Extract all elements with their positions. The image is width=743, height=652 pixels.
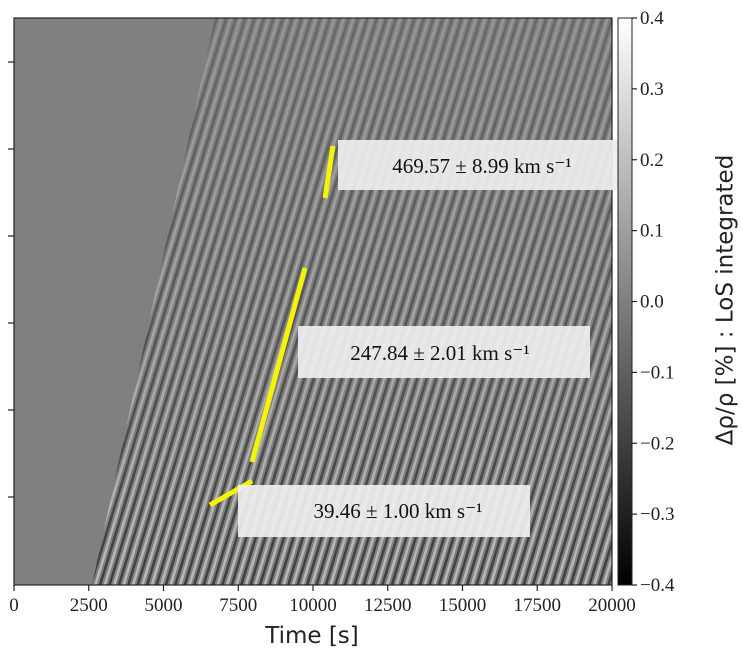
colorbar-tick-label: 0.0 (640, 292, 664, 313)
colorbar-tick-label: −0.3 (640, 504, 674, 525)
annotation-box (298, 326, 590, 378)
x-tick-label: 10000 (289, 595, 337, 616)
colorbar-tick-label: −0.1 (640, 362, 674, 383)
annotation: 39.46 ± 1.00 km s⁻¹ (314, 499, 483, 523)
x-tick-label: 17500 (514, 595, 562, 616)
annotation-box (238, 485, 530, 537)
annotation-box (338, 140, 632, 190)
x-tick-label: 7500 (219, 595, 257, 616)
colorbar-label: Δρ/ρ [%] : LoS integrated (713, 155, 739, 446)
y-ticks (8, 61, 14, 498)
annotation: 469.57 ± 8.99 km s⁻¹ (392, 154, 571, 178)
x-tick-label: 0 (9, 595, 19, 616)
x-tick-label: 5000 (145, 595, 183, 616)
colorbar-tick-label: −0.4 (640, 575, 675, 596)
colorbar-tick-label: 0.1 (640, 221, 664, 242)
colorbar (617, 17, 633, 586)
colorbar-tick-label: 0.4 (640, 8, 664, 29)
x-tick-label: 2500 (70, 595, 108, 616)
annotation: 247.84 ± 2.01 km s⁻¹ (350, 341, 529, 365)
x-tick-label: 12500 (364, 595, 412, 616)
colorbar-tick-label: 0.3 (640, 79, 664, 100)
colorbar-tick-label: 0.2 (640, 150, 664, 171)
x-axis-label: Time [s] (264, 623, 359, 649)
x-tick-label: 20000 (588, 595, 636, 616)
x-tick-label: 15000 (439, 595, 487, 616)
colorbar-tick-label: −0.2 (640, 433, 674, 454)
